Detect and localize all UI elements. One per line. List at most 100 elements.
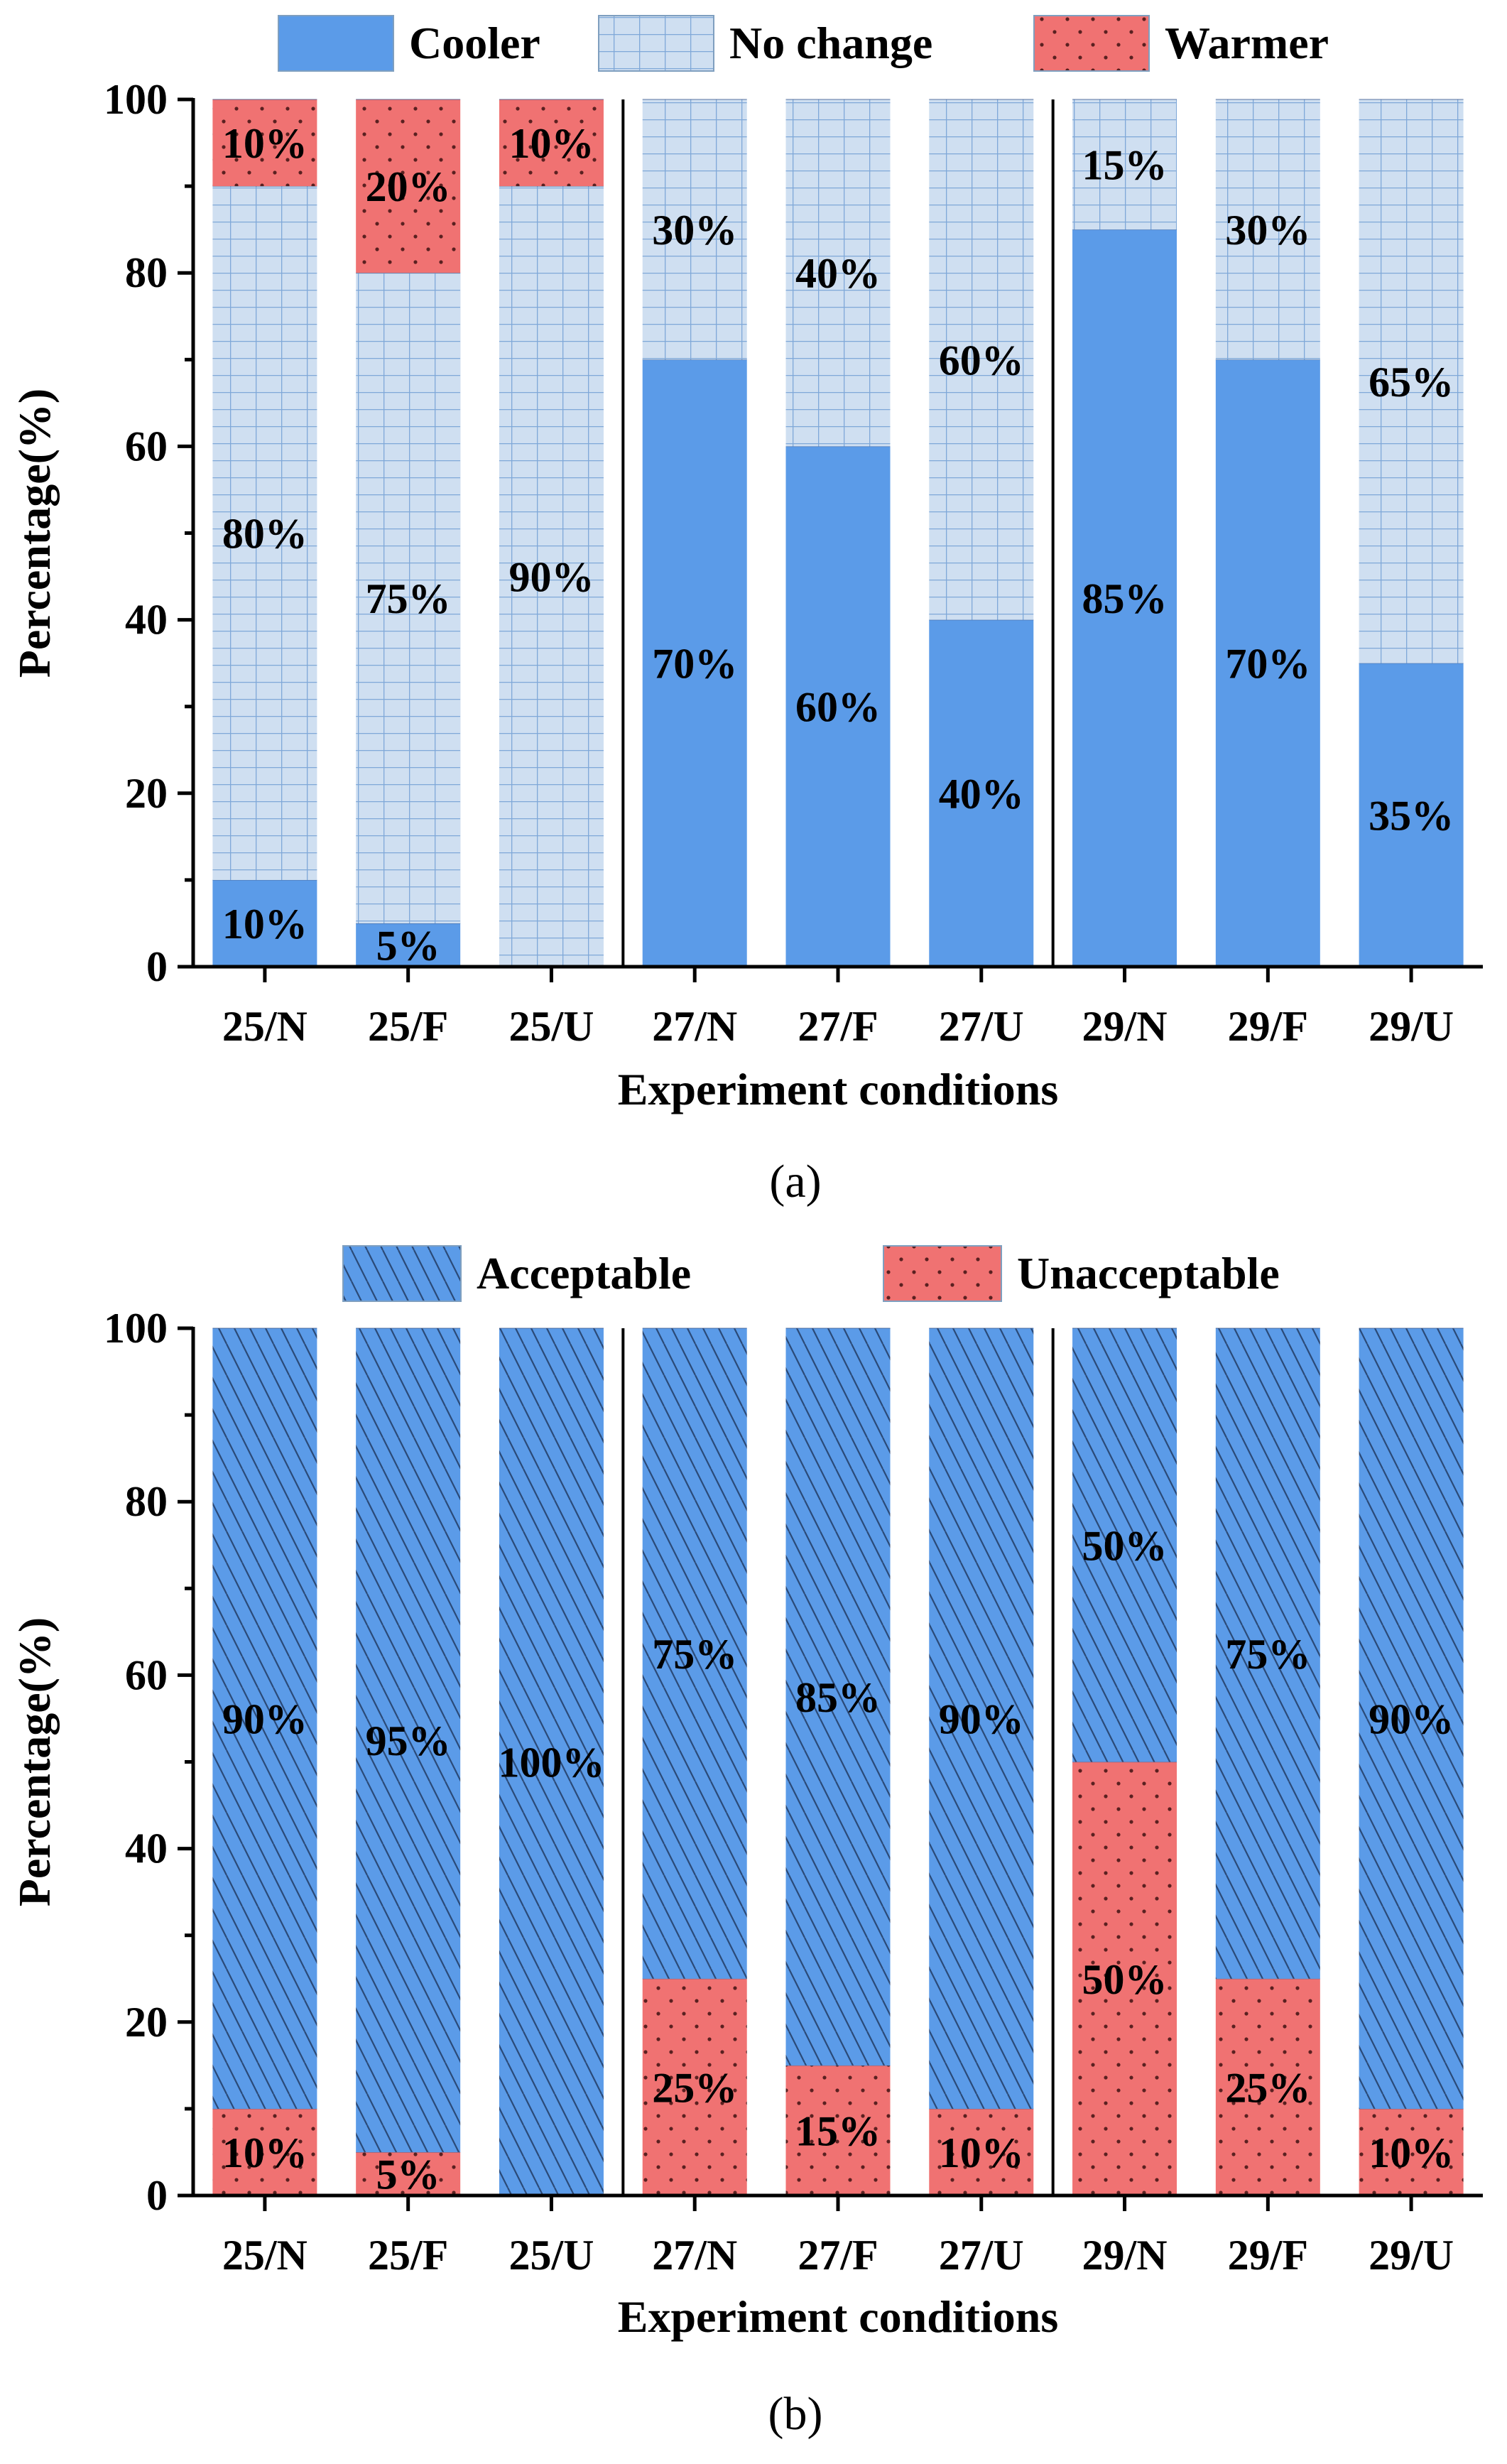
bar-acceptable-29/U — [1359, 1328, 1464, 2109]
data-label-cooler-25/N: 10% — [222, 901, 308, 948]
x-tick-label: 25/N — [222, 1003, 308, 1050]
data-label-warmer-25/U: 10% — [508, 120, 594, 167]
bar-unacceptable-29/N — [1072, 1762, 1177, 2196]
x-tick-label: 29/U — [1369, 2232, 1454, 2279]
x-tick-label: 29/U — [1369, 1003, 1454, 1050]
bar-cooler-29/N — [1072, 229, 1177, 967]
x-tick-label: 29/N — [1082, 1003, 1168, 1050]
bar-cooler-25/N — [212, 879, 317, 967]
bar-acceptable-25/F — [356, 1328, 461, 2152]
legend-label-no_change: No change — [729, 18, 932, 68]
x-tick-label: 29/F — [1228, 1003, 1308, 1050]
legend-swatch-unacceptable — [883, 1245, 1002, 1302]
bar-warmer-25/N — [212, 99, 317, 187]
data-label-unacceptable-27/U: 10% — [939, 2129, 1024, 2176]
x-tick-label: 25/F — [368, 1003, 448, 1050]
data-label-cooler-27/U: 40% — [939, 771, 1024, 818]
data-label-acceptable-27/U: 90% — [939, 1695, 1024, 1742]
data-label-acceptable-27/F: 85% — [795, 1674, 881, 1721]
bar-acceptable-27/F — [785, 1328, 891, 2066]
legend-label-unacceptable: Unacceptable — [1017, 1248, 1280, 1298]
data-label-cooler-27/N: 70% — [652, 641, 737, 688]
bar-warmer-25/F — [356, 99, 461, 273]
x-tick-label: 29/N — [1082, 2232, 1168, 2279]
data-label-unacceptable-27/F: 15% — [795, 2107, 881, 2154]
data-label-unacceptable-27/N: 25% — [652, 2064, 737, 2111]
data-label-no_change-25/U: 90% — [508, 554, 594, 601]
data-label-unacceptable-25/F: 5% — [376, 2151, 440, 2198]
legend-item-cooler: Cooler — [278, 15, 540, 72]
bar-acceptable-25/U — [499, 1328, 604, 2196]
data-label-acceptable-29/U: 90% — [1369, 1695, 1454, 1742]
bar-acceptable-29/F — [1215, 1328, 1320, 1979]
panel-caption: (b) — [768, 2388, 823, 2440]
data-label-unacceptable-25/N: 10% — [222, 2129, 308, 2176]
chart-panel-a: Cooler No change Warmer 10% 80% 10% 5% 75% 20% 90… — [9, 15, 1483, 1207]
data-label-unacceptable-29/U: 10% — [1369, 2129, 1454, 2176]
x-tick-label: 27/N — [652, 2232, 737, 2279]
bar-unacceptable-25/F — [356, 2151, 461, 2196]
bar-cooler-25/F — [356, 923, 461, 967]
bar-acceptable-27/N — [642, 1328, 747, 1979]
bar-no_change-27/U — [929, 99, 1034, 620]
bar-unacceptable-29/F — [1215, 1978, 1320, 2196]
legend-swatch-warmer — [1033, 15, 1150, 72]
data-label-acceptable-27/N: 75% — [652, 1631, 737, 1678]
bar-cooler-29/U — [1359, 663, 1464, 967]
y-tick-label: 80 — [125, 1478, 168, 1525]
legend-label-acceptable: Acceptable — [477, 1248, 691, 1298]
data-label-cooler-29/U: 35% — [1369, 792, 1454, 839]
legend-swatch-acceptable — [342, 1245, 462, 1302]
bar-unacceptable-29/U — [1359, 2108, 1464, 2196]
data-label-warmer-25/F: 20% — [366, 163, 451, 210]
data-label-no_change-27/U: 60% — [939, 337, 1024, 384]
legend-label-warmer: Warmer — [1165, 18, 1329, 68]
data-label-no_change-27/F: 40% — [795, 250, 881, 297]
x-tick-label: 27/U — [939, 1003, 1024, 1050]
y-tick-label: 0 — [146, 943, 168, 990]
bar-no_change-29/U — [1359, 99, 1464, 663]
data-label-acceptable-29/N: 50% — [1082, 1522, 1168, 1569]
data-label-no_change-29/U: 65% — [1369, 359, 1454, 406]
x-tick-label: 25/U — [508, 2232, 594, 2279]
data-label-cooler-25/F: 5% — [376, 922, 440, 969]
legend-item-warmer: Warmer — [1033, 15, 1329, 72]
bar-no_change-29/F — [1215, 99, 1320, 360]
data-label-no_change-29/F: 30% — [1225, 207, 1310, 254]
y-tick-label: 0 — [146, 2172, 168, 2219]
bar-no_change-27/F — [785, 99, 891, 447]
data-label-no_change-25/F: 75% — [366, 575, 451, 622]
data-label-no_change-25/N: 80% — [222, 511, 308, 558]
legend-swatch-no_change — [598, 15, 714, 72]
bar-cooler-27/U — [929, 619, 1034, 967]
bar-cooler-27/F — [785, 446, 891, 967]
legend-item-unacceptable: Unacceptable — [883, 1245, 1280, 1302]
x-axis-title: Experiment conditions — [618, 1064, 1058, 1114]
panel-caption: (a) — [769, 1156, 821, 1207]
chart-panel-b: Acceptable Unacceptable 10% 90% 5% 95% 100% 25%… — [9, 1245, 1483, 2440]
x-tick-label: 27/N — [652, 1003, 737, 1050]
bar-no_change-25/N — [212, 186, 317, 880]
legend-item-no_change: No change — [598, 15, 932, 72]
bar-cooler-27/N — [642, 359, 747, 967]
bar-unacceptable-27/F — [785, 2065, 891, 2196]
data-label-acceptable-25/N: 90% — [222, 1695, 308, 1742]
data-label-no_change-29/N: 15% — [1082, 142, 1168, 189]
data-label-warmer-25/N: 10% — [222, 120, 308, 167]
bar-cooler-29/F — [1215, 359, 1320, 967]
x-tick-label: 27/F — [798, 1003, 878, 1050]
y-tick-label: 40 — [125, 1825, 168, 1872]
bar-no_change-27/N — [642, 99, 747, 360]
data-label-acceptable-29/F: 75% — [1225, 1631, 1310, 1678]
x-tick-label: 27/F — [798, 2232, 878, 2279]
bar-acceptable-27/U — [929, 1328, 1034, 2109]
data-label-cooler-29/N: 85% — [1082, 575, 1168, 622]
data-label-acceptable-25/F: 95% — [366, 1717, 451, 1764]
y-tick-label: 20 — [125, 1999, 168, 2046]
x-axis-title: Experiment conditions — [618, 2291, 1058, 2342]
y-tick-label: 40 — [125, 597, 168, 644]
data-label-no_change-27/N: 30% — [652, 207, 737, 254]
bar-unacceptable-27/U — [929, 2108, 1034, 2196]
data-label-cooler-27/F: 60% — [795, 684, 881, 731]
